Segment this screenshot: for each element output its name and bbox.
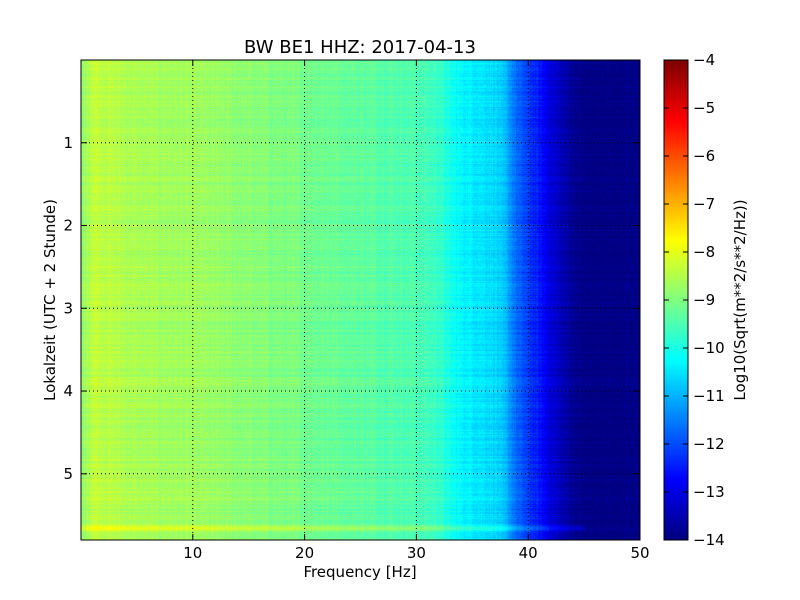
x-tick-label: 30 <box>407 544 426 562</box>
y-tick-label: 5 <box>63 465 73 483</box>
y-tick-label: 4 <box>63 382 73 400</box>
y-axis-label: Lokalzeit (UTC + 2 Stunde) <box>41 199 59 401</box>
colorbar: −4 −5 −6 −7 −8 −9 −10 −11 −12 −13 −14 <box>663 51 725 549</box>
grid-lines <box>81 60 640 540</box>
colorbar-tick-label: −13 <box>693 483 725 501</box>
x-axis-ticks: 10 20 30 40 50 <box>183 60 650 562</box>
colorbar-tick-label: −14 <box>693 531 725 549</box>
heatmap-image <box>81 60 640 540</box>
chart-title: BW BE1 HHZ: 2017-04-13 <box>244 37 476 58</box>
colorbar-label: Log10(Sqrt(m**2/s**2/Hz)) <box>731 199 749 400</box>
x-axis-label: Frequency [Hz] <box>303 563 416 581</box>
y-tick-label: 1 <box>63 134 73 152</box>
colorbar-tick-label: −9 <box>693 291 715 309</box>
colorbar-tick-label: −10 <box>693 339 725 357</box>
colorbar-tick-label: −12 <box>693 435 725 453</box>
plot-frame <box>80 59 641 541</box>
y-axis-ticks: 1 2 3 4 5 <box>63 134 640 483</box>
y-tick-label: 3 <box>63 299 73 317</box>
x-tick-label: 40 <box>519 544 538 562</box>
x-tick-label: 20 <box>295 544 314 562</box>
colorbar-tick-label: −4 <box>693 51 715 69</box>
colorbar-tick-label: −11 <box>693 387 725 405</box>
colorbar-tick-label: −6 <box>693 147 715 165</box>
y-tick-label: 2 <box>63 217 73 235</box>
x-tick-label: 50 <box>630 544 649 562</box>
x-tick-label: 10 <box>183 544 202 562</box>
colorbar-tick-label: −5 <box>693 99 715 117</box>
colorbar-ticks: −4 −5 −6 −7 −8 −9 −10 −11 −12 −13 −14 <box>664 51 725 549</box>
colorbar-tick-label: −8 <box>693 243 715 261</box>
colorbar-tick-label: −7 <box>693 195 715 213</box>
plot-area: 10 20 30 40 50 1 2 3 4 5 <box>63 59 650 562</box>
